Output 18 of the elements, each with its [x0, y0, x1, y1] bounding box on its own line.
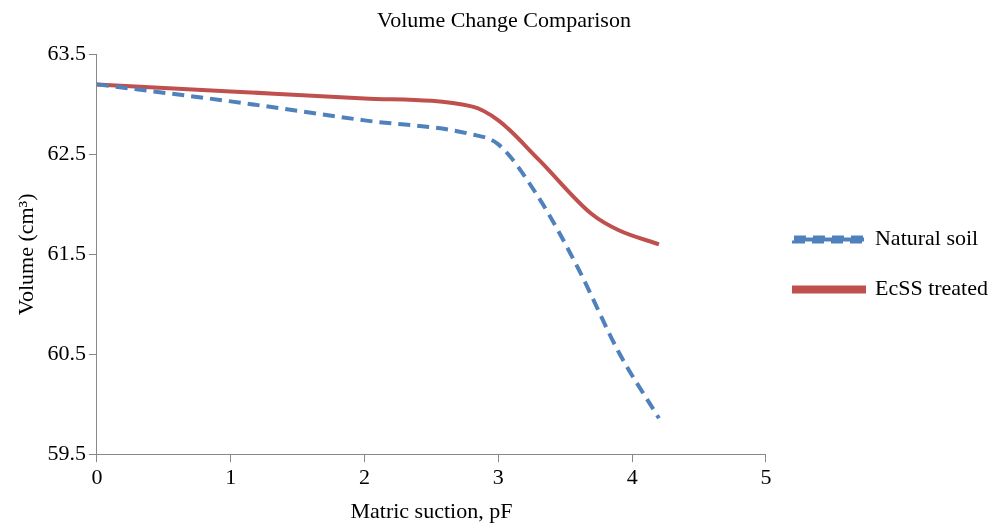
y-tick-label: 59.5	[47, 439, 86, 465]
line-series	[96, 82, 661, 247]
legend-label: EcSS treated	[874, 275, 989, 301]
y-tick-label: 62.5	[47, 140, 86, 166]
x-tick-label: 0	[91, 464, 103, 490]
x-tick-label: 2	[359, 464, 371, 490]
x-axis-title: Matric suction, pF	[350, 497, 513, 523]
x-tick-label: 3	[492, 464, 504, 490]
legend-label: Natural soil	[874, 225, 979, 251]
line-series	[96, 82, 661, 421]
y-axis-title: Volume (cm³)	[12, 193, 38, 316]
chart-title: Volume Change Comparison	[377, 6, 631, 32]
y-tick-label: 63.5	[47, 40, 86, 66]
y-tick-label: 60.5	[47, 340, 86, 366]
x-tick-label: 4	[626, 464, 638, 490]
x-tick-label: 5	[760, 464, 772, 490]
y-tick-label: 61.5	[47, 240, 86, 266]
x-tick-label: 1	[225, 464, 237, 490]
